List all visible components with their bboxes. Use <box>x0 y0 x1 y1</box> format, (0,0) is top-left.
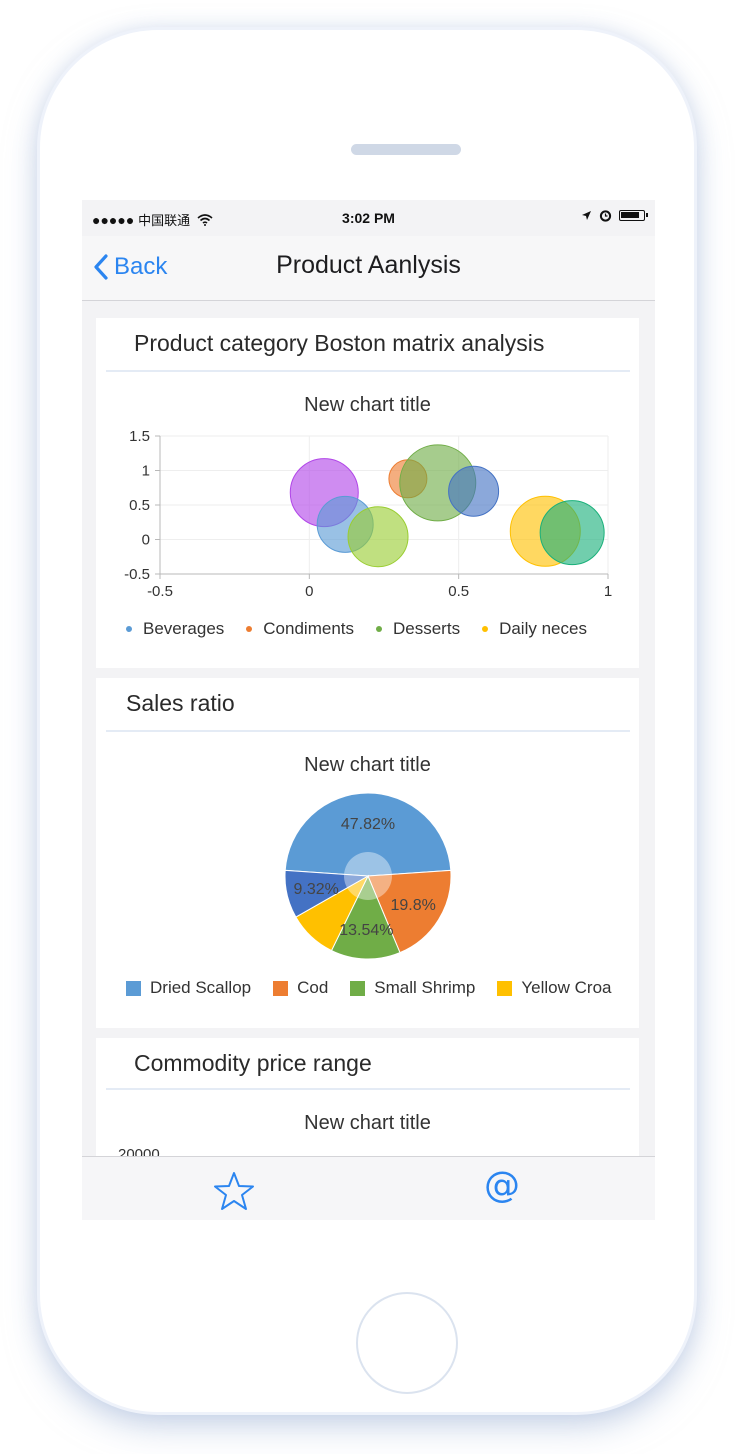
pie-slice <box>284 869 370 918</box>
x-tick-label: 0 <box>305 583 313 600</box>
legend-label: Cod <box>297 978 329 997</box>
sales-ratio-card: Sales ratio New chart title 47.82% 19.8% 1… <box>96 678 639 1028</box>
boston-matrix-card: Product category Boston matrix analysis … <box>96 318 639 668</box>
legend-item[interactable]: Beverages <box>126 619 224 639</box>
section-divider <box>106 1088 630 1090</box>
x-tick-label: -0.5 <box>147 583 173 600</box>
carrier-name: 中国联通 <box>138 214 191 229</box>
alarm-icon <box>599 210 612 222</box>
legend-label: Yellow Croa <box>521 978 612 997</box>
pie-data-label: 9.32% <box>294 881 339 898</box>
section-divider <box>106 370 630 372</box>
location-arrow-icon <box>582 211 591 220</box>
pie-slice <box>330 874 401 960</box>
section-divider <box>106 730 630 732</box>
legend-item[interactable]: Condiments <box>246 619 354 639</box>
legend-marker <box>246 626 253 632</box>
speaker-grille <box>351 144 461 155</box>
navigation-bar: Back Product Aanlysis <box>82 236 655 301</box>
legend-marker <box>376 626 382 632</box>
legend-item[interactable]: Yellow Croa <box>497 978 611 998</box>
pie-data-label: 19.8% <box>390 897 435 914</box>
pie-data-label: 13.54% <box>339 922 393 939</box>
legend-item[interactable]: Daily neces <box>482 619 587 639</box>
signal-strength: ●●●●● <box>92 212 135 228</box>
legend-marker <box>126 626 132 632</box>
x-tick-label: 0.5 <box>448 583 469 600</box>
home-button[interactable] <box>356 1292 458 1394</box>
chart-title: New chart title <box>304 394 431 416</box>
legend-marker <box>497 980 513 996</box>
legend-label: Desserts <box>393 619 461 638</box>
x-tick-label: 1 <box>604 583 612 600</box>
bubble-chart: 1.5 1 0.5 0 -0.5-0.5 0 0.5 1 <box>124 428 612 600</box>
chevron-left-icon <box>94 254 108 280</box>
pie-data-label: 47.82% <box>341 816 395 833</box>
legend-label: Daily neces <box>499 619 587 638</box>
legend-marker <box>482 626 489 632</box>
y-tick-label: 1 <box>142 463 150 480</box>
legend-item[interactable]: Dried Scallop <box>126 978 251 998</box>
status-time: 3:02 PM <box>342 210 395 226</box>
bubble-point <box>539 500 605 566</box>
at-icon[interactable]: @ <box>484 1165 520 1206</box>
back-label: Back <box>114 253 168 280</box>
star-icon[interactable] <box>213 1171 255 1211</box>
legend-marker <box>350 980 366 996</box>
legend-label: Condiments <box>263 619 354 638</box>
legend-item[interactable]: Cod <box>273 978 328 998</box>
bubble-legend: Beverages Condiments Desserts Daily nece… <box>126 619 609 639</box>
legend-item[interactable]: Desserts <box>376 619 460 639</box>
wifi-icon <box>197 214 213 226</box>
y-tick-label: 0 <box>142 532 150 549</box>
bubble-point <box>448 465 500 517</box>
legend-item[interactable]: Small Shrimp <box>350 978 475 998</box>
section-title: Product category Boston matrix analysis <box>134 330 545 356</box>
pie-chart: 47.82% 19.8% 13.54% 9.32% <box>284 792 452 960</box>
battery-icon <box>619 210 648 221</box>
y-tick-label: 1.5 <box>129 428 150 445</box>
y-tick-label: -0.5 <box>124 566 150 583</box>
pie-slice <box>284 792 452 877</box>
status-left: ●●●●● 中国联通 <box>92 210 213 229</box>
chart-title: New chart title <box>304 1112 431 1134</box>
pie-center-highlight <box>344 852 392 900</box>
pie-slice <box>367 869 452 954</box>
section-title: Sales ratio <box>126 690 235 716</box>
chart-title: New chart title <box>304 754 431 776</box>
pie-legend: Dried Scallop Cod Small Shrimp Yellow Cr… <box>126 978 633 998</box>
price-range-card: Commodity price range New chart title 20… <box>96 1038 639 1178</box>
section-title: Commodity price range <box>134 1050 372 1076</box>
tab-bar: @ <box>82 1156 655 1220</box>
status-right <box>581 209 648 222</box>
app-screen: ●●●●● 中国联通 3:02 PM Back Product Aanlysis… <box>82 200 655 1220</box>
back-button[interactable]: Back <box>94 250 167 284</box>
legend-label: Small Shrimp <box>374 978 476 997</box>
legend-label: Dried Scallop <box>150 978 252 997</box>
y-tick-label: 0.5 <box>129 497 150 514</box>
page-title: Product Aanlysis <box>276 251 461 279</box>
legend-marker <box>126 980 141 996</box>
legend-marker <box>273 980 289 996</box>
bubble-point <box>347 506 409 568</box>
status-bar: ●●●●● 中国联通 3:02 PM <box>82 200 655 236</box>
legend-label: Beverages <box>143 619 225 638</box>
